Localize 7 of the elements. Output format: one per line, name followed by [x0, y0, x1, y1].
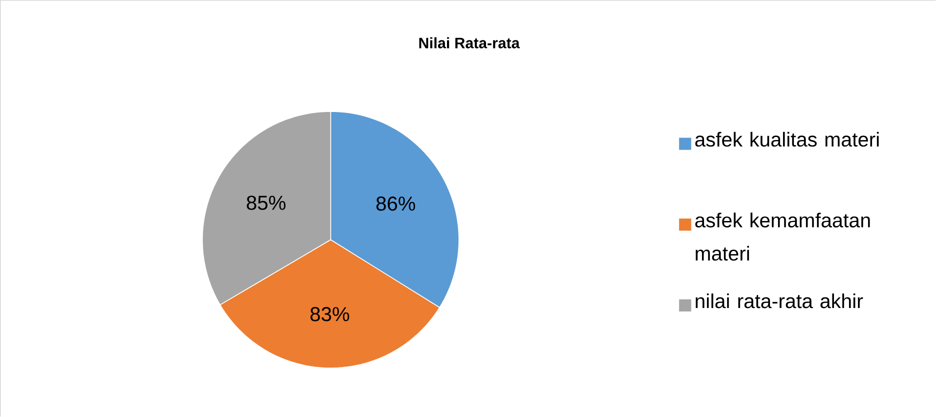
data-label: 85% [246, 196, 286, 210]
legend-label: asfek kemamfaatan materi [695, 212, 870, 261]
legend-label: nilai rata-rata akhir [696, 294, 863, 308]
data-label: 83% [310, 307, 350, 322]
data-label: 86% [376, 196, 416, 211]
chart-title: Nilai Rata-rata [419, 37, 520, 48]
legend-label: asfek kualitas materi [695, 132, 879, 147]
